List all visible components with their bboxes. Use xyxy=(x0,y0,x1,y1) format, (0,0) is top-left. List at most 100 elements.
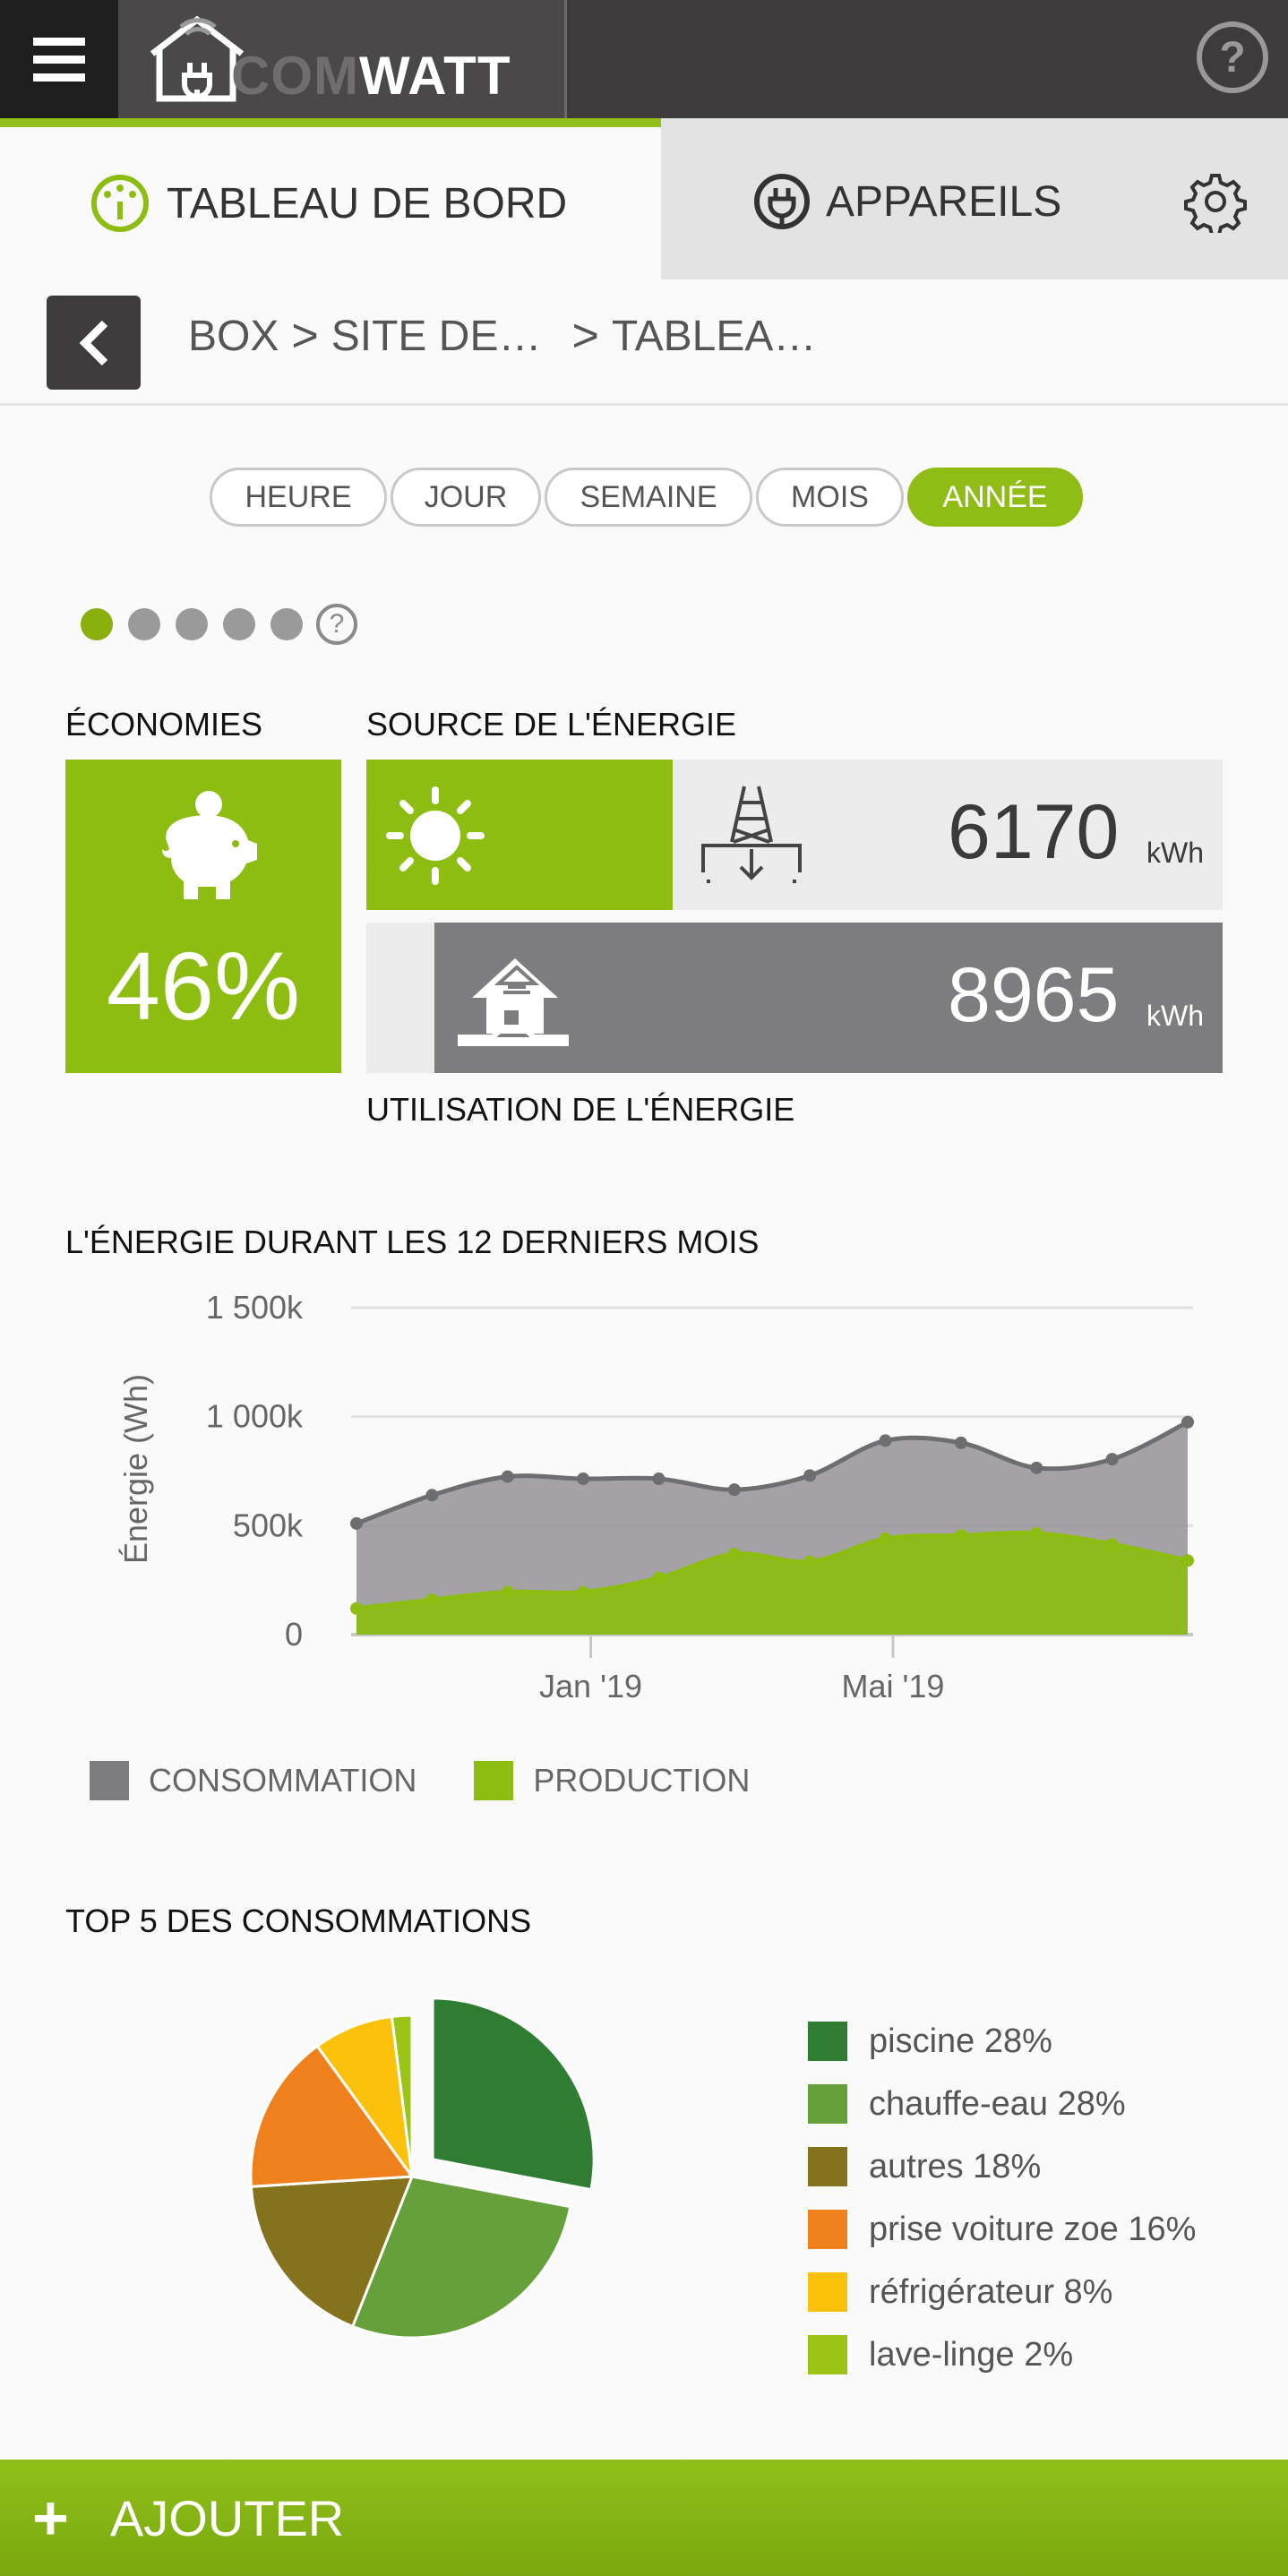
consumption-point xyxy=(954,1436,967,1449)
production-point xyxy=(652,1571,665,1584)
legend-consumption[interactable]: CONSOMMATION xyxy=(149,1762,417,1799)
logo-wordmark: COMWATT xyxy=(231,46,511,106)
consumption-point xyxy=(803,1469,817,1482)
chevron-left-icon xyxy=(79,320,107,365)
production-point xyxy=(727,1547,741,1560)
solar-tile xyxy=(366,760,673,910)
carousel-dot[interactable] xyxy=(223,608,255,640)
consumption-pie-chart xyxy=(249,1996,596,2340)
consumption-point xyxy=(1181,1415,1194,1429)
y-tick-label: 0 xyxy=(285,1616,303,1653)
breadcrumb-separator: > xyxy=(571,310,599,362)
production-point xyxy=(425,1593,439,1607)
usage-value: 8965 xyxy=(948,952,1120,1038)
legend-swatch xyxy=(808,2147,847,2186)
consumption-point xyxy=(1105,1453,1119,1466)
pie-legend-item[interactable]: piscine 28% xyxy=(808,2010,1196,2073)
carousel-dot[interactable] xyxy=(176,608,208,640)
breadcrumb-item[interactable]: SITE DE… xyxy=(331,312,542,360)
tab-dashboard-label: TABLEAU DE BORD xyxy=(167,179,568,228)
consumption-point xyxy=(501,1470,514,1483)
tab-dashboard[interactable]: TABLEAU DE BORD xyxy=(0,127,661,279)
period-selector: HEURE JOUR SEMAINE MOIS ANNÉE xyxy=(210,468,1083,527)
pie-slice xyxy=(390,2014,414,2177)
production-point xyxy=(954,1529,967,1542)
consumption-point xyxy=(652,1473,665,1486)
pie-slice xyxy=(315,2014,414,2177)
production-point xyxy=(879,1532,892,1545)
savings-tile: 46% xyxy=(65,760,341,1073)
period-month[interactable]: MOIS xyxy=(756,468,904,527)
production-line xyxy=(356,1530,1189,1611)
carousel-dot[interactable] xyxy=(81,608,113,640)
help-icon: ? xyxy=(1219,33,1246,82)
active-tab-indicator xyxy=(0,118,661,127)
legend-swatch xyxy=(808,2022,847,2061)
pie-slice xyxy=(350,2175,572,2340)
help-icon[interactable]: ? xyxy=(316,604,357,645)
sun-icon xyxy=(386,786,485,885)
production-point xyxy=(1030,1526,1043,1540)
help-button[interactable]: ? xyxy=(1197,21,1268,93)
legend-production[interactable]: PRODUCTION xyxy=(533,1762,751,1799)
period-hour[interactable]: HEURE xyxy=(210,468,387,527)
pie-slice xyxy=(249,2044,415,2188)
period-day[interactable]: JOUR xyxy=(391,468,541,527)
consumption-line xyxy=(356,1420,1189,1526)
pie-legend-item[interactable]: chauffe-eau 28% xyxy=(808,2073,1196,2135)
tab-devices[interactable]: APPAREILS xyxy=(661,118,1288,279)
pie-legend-item[interactable]: lave-linge 2% xyxy=(808,2323,1196,2386)
consumption-point xyxy=(1030,1461,1043,1474)
usage-title: UTILISATION DE L'ÉNERGIE xyxy=(366,1091,795,1128)
legend-label: piscine 28% xyxy=(869,2022,1052,2060)
pie-legend-item[interactable]: prise voiture zoe 16% xyxy=(808,2198,1196,2261)
consumption-point xyxy=(350,1516,363,1530)
savings-value: 46% xyxy=(106,932,301,1040)
consumption-point xyxy=(879,1434,892,1447)
legend-swatch xyxy=(808,2084,847,2124)
pie-slice xyxy=(431,1996,596,2192)
grid-tile xyxy=(673,760,1223,910)
breadcrumb-item[interactable]: BOX xyxy=(188,312,279,360)
legend-label: prise voiture zoe 16% xyxy=(869,2210,1197,2248)
usage-bar-background xyxy=(366,923,434,1073)
consumption-point xyxy=(727,1483,741,1497)
production-swatch xyxy=(474,1761,514,1800)
breadcrumb-item[interactable]: TABLEA… xyxy=(611,312,817,360)
y-axis-label: Énergie (Wh) xyxy=(117,1374,154,1564)
add-button[interactable]: + AJOUTER xyxy=(0,2460,1288,2576)
period-year[interactable]: ANNÉE xyxy=(907,468,1083,527)
y-tick-label: 500k xyxy=(233,1507,304,1543)
grid-unit: kWh xyxy=(1146,837,1204,869)
production-area xyxy=(356,1533,1188,1635)
chart-legend: CONSOMMATION PRODUCTION xyxy=(90,1761,750,1800)
consumption-point xyxy=(577,1473,590,1486)
back-button[interactable] xyxy=(47,296,141,390)
pie-title: TOP 5 DES CONSOMMATIONS xyxy=(65,1902,532,1939)
breadcrumb-separator: > xyxy=(291,310,319,362)
grid-value: 6170 xyxy=(948,789,1120,875)
period-week[interactable]: SEMAINE xyxy=(545,468,752,527)
y-tick-label: 1 000k xyxy=(206,1398,304,1435)
divider xyxy=(0,403,1288,406)
breadcrumb: BOX > SITE DE… > TABLEA… xyxy=(188,309,816,363)
pie-slice xyxy=(249,2175,415,2329)
legend-swatch xyxy=(808,2272,847,2312)
legend-swatch xyxy=(808,2210,847,2249)
legend-label: lave-linge 2% xyxy=(869,2335,1074,2374)
usage-tile xyxy=(434,923,1223,1073)
legend-label: autres 18% xyxy=(869,2147,1042,2185)
legend-swatch xyxy=(808,2335,847,2374)
pie-legend: piscine 28% chauffe-eau 28% autres 18% pris… xyxy=(808,2010,1196,2386)
carousel-dots: ? xyxy=(81,604,357,645)
chart-title: L'ÉNERGIE DURANT LES 12 DERNIERS MOIS xyxy=(65,1224,760,1260)
header-divider xyxy=(564,0,567,118)
pie-legend-item[interactable]: réfrigérateur 8% xyxy=(808,2261,1196,2323)
menu-button[interactable] xyxy=(0,0,118,118)
carousel-dot[interactable] xyxy=(128,608,160,640)
carousel-dot[interactable] xyxy=(270,608,303,640)
pie-legend-item[interactable]: autres 18% xyxy=(808,2135,1196,2198)
energy-area-chart: 0 500k 1 000k 1 500k Jan '19 Mai '19 Énergie … xyxy=(117,1289,1194,1704)
gear-icon[interactable] xyxy=(1184,170,1247,233)
plus-icon: + xyxy=(32,2483,69,2553)
